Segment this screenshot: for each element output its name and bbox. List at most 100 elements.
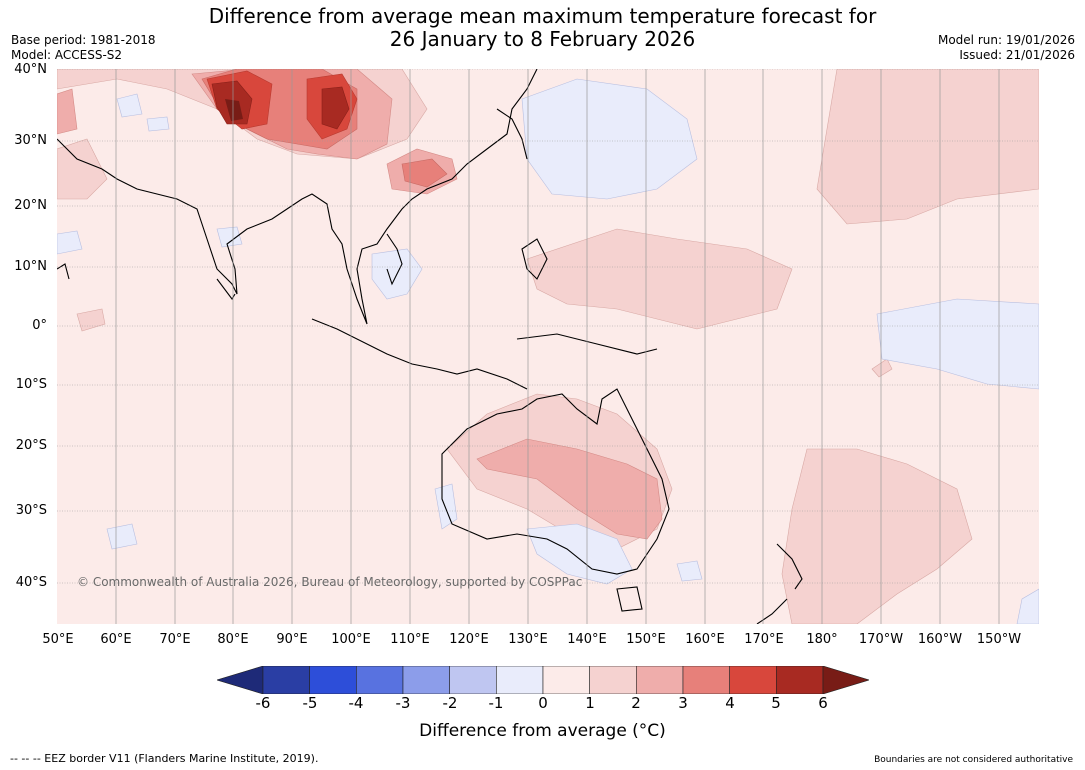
- lat-label-40s: 40°S: [15, 575, 47, 590]
- lat-label-30n: 30°N: [14, 133, 47, 148]
- coastline-new-guinea: [516, 333, 658, 355]
- colorbar-tick: 3: [678, 694, 688, 712]
- coastline-tasmania: [616, 586, 643, 612]
- anomaly-region-indian-ocean-sw: [106, 523, 138, 550]
- colorbar-tick: -4: [348, 694, 364, 712]
- anomaly-region-central-pacific: [876, 298, 1039, 390]
- colorbar-over-arrow: [822, 666, 869, 694]
- anomaly-region-tibet-east-core: [321, 86, 350, 130]
- anomaly-band-neg1-0: [57, 78, 1039, 624]
- colorbar-bin: [496, 666, 544, 694]
- anomaly-band-6-plus: [225, 99, 243, 121]
- lat-label-30s: 30°S: [15, 503, 47, 518]
- anomaly-region-southern-ocean: [526, 523, 633, 585]
- base-period: Base period: 1981-2018: [11, 33, 156, 47]
- anomaly-region-guangdong: [401, 158, 448, 188]
- anomaly-region-south-pacific: [781, 448, 973, 624]
- colorbar-tick: 6: [818, 694, 828, 712]
- anomaly-region-arabian-sea: [76, 308, 106, 332]
- colorbar-bin: [729, 666, 777, 694]
- anomaly-region-afghanistan: [146, 116, 170, 132]
- lon-label-160w: 160°W: [917, 632, 963, 647]
- lon-label-130e: 130°E: [508, 632, 548, 647]
- colorbar-bin: [542, 666, 590, 694]
- map-title: Difference from average mean maximum tem…: [0, 5, 1085, 51]
- lon-label-170w: 170°W: [858, 632, 904, 647]
- lon-label-70e: 70°E: [159, 632, 191, 647]
- coastline-korea: [496, 108, 528, 160]
- lon-label-180: 180°: [806, 632, 838, 647]
- colorbar-bin: [776, 666, 824, 694]
- anomaly-region-bay-bengal: [216, 226, 243, 248]
- title-line-2: 26 January to 8 February 2026: [389, 27, 696, 51]
- lon-label-170e: 170°E: [744, 632, 784, 647]
- colorbar-tick: 2: [631, 694, 641, 712]
- lon-label-160e: 160°E: [685, 632, 725, 647]
- anomaly-region-pacific-ne: [816, 69, 1039, 225]
- lon-label-120e: 120°E: [449, 632, 489, 647]
- anomaly-region-tasman: [676, 560, 703, 582]
- model-name: Model: ACCESS-S2: [11, 48, 123, 62]
- map-area[interactable]: [57, 69, 1039, 624]
- coastline-asia: [57, 69, 538, 325]
- colorbar-label: Difference from average (°C): [419, 721, 666, 741]
- lat-label-equator: 0°: [32, 318, 47, 333]
- coastline-australia: [441, 388, 670, 575]
- lon-label-90e: 90°E: [276, 632, 308, 647]
- colorbar-tick: -5: [302, 694, 318, 712]
- map-svg: [57, 69, 1039, 624]
- coastline-sri-lanka: [216, 278, 236, 300]
- title-line-1: Difference from average mean maximum tem…: [208, 4, 877, 28]
- lat-label-10n: 10°N: [14, 259, 47, 274]
- anomaly-region-iran: [57, 88, 78, 135]
- lat-label-20n: 20°N: [14, 198, 47, 213]
- colorbar-bin: [356, 666, 404, 694]
- colorbar-bin: [309, 666, 357, 694]
- coastlines: [57, 69, 803, 624]
- anomaly-region-middle-east: [57, 138, 108, 200]
- colorbar-bin: [262, 666, 310, 694]
- coastline-nz-south: [756, 598, 788, 624]
- meta-right: Model run: 19/01/2026 Issued: 21/01/2026: [938, 33, 1075, 63]
- model-run: Model run: 19/01/2026: [937, 33, 1075, 47]
- anomaly-region-far-south-east: [1016, 588, 1039, 624]
- coastline-indochina: [386, 233, 403, 286]
- meta-left: Base period: 1981-2018 Model: ACCESS-S2: [11, 33, 156, 63]
- colorbar-tick: 0: [538, 694, 548, 712]
- lon-label-110e: 110°E: [390, 632, 430, 647]
- anomaly-region-tibet-max: [225, 99, 243, 121]
- colorbar-tick: 4: [725, 694, 735, 712]
- lon-label-60e: 60°E: [100, 632, 132, 647]
- lon-label-150w: 150°W: [976, 632, 1022, 647]
- graticule: [57, 69, 1039, 584]
- coastline-nz-north: [776, 543, 803, 590]
- anomaly-region-philippine-sea: [521, 78, 698, 200]
- issued-date: Issued: 21/01/2026: [959, 48, 1075, 62]
- lon-label-140e: 140°E: [567, 632, 607, 647]
- coastline-somalia: [57, 263, 70, 280]
- colorbar-bins: [262, 666, 824, 694]
- colorbar-bin: [402, 666, 450, 694]
- anomaly-region-sw-australia: [434, 483, 458, 530]
- anomaly-region-small-pacific: [871, 358, 893, 378]
- colorbar-tick: -6: [255, 694, 271, 712]
- lon-label-80e: 80°E: [217, 632, 249, 647]
- anomaly-region-west-pacific: [526, 228, 793, 330]
- colorbar-tick: -2: [442, 694, 458, 712]
- lon-label-150e: 150°E: [626, 632, 666, 647]
- anomaly-region-caspian: [116, 93, 143, 118]
- eez-border-note: -- -- -- EEZ border V11 (Flanders Marine…: [10, 752, 319, 765]
- meridians: [115, 69, 1000, 624]
- colorbar-tick: 5: [771, 694, 781, 712]
- lat-label-40n: 40°N: [14, 62, 47, 77]
- lat-label-20s: 20°S: [15, 438, 47, 453]
- colorbar-tick: -3: [395, 694, 411, 712]
- copyright-notice: © Commonwealth of Australia 2026, Bureau…: [77, 575, 583, 589]
- colorbar: [217, 666, 869, 694]
- colorbar-tick: -1: [488, 694, 504, 712]
- lat-label-10s: 10°S: [15, 377, 47, 392]
- anomaly-region-arabian-neg: [57, 230, 83, 255]
- lon-label-50e: 50°E: [42, 632, 74, 647]
- anomaly-region-australia-core: [476, 438, 663, 540]
- colorbar-bin: [449, 666, 497, 694]
